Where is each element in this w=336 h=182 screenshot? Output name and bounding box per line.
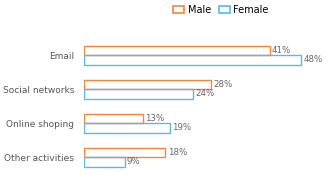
Text: 28%: 28% <box>213 80 232 89</box>
Text: 41%: 41% <box>272 46 291 55</box>
Bar <box>84 89 193 99</box>
Bar <box>84 46 270 55</box>
Text: 24%: 24% <box>195 89 214 98</box>
Text: 9%: 9% <box>127 157 140 166</box>
Legend: Male, Female: Male, Female <box>169 1 273 19</box>
Bar <box>84 123 170 133</box>
Text: 48%: 48% <box>304 55 323 64</box>
Bar <box>84 114 143 123</box>
Bar <box>84 148 165 157</box>
Bar <box>84 80 211 89</box>
Bar <box>84 55 301 65</box>
Bar <box>84 157 125 167</box>
Text: 18%: 18% <box>168 148 187 157</box>
Text: 19%: 19% <box>172 123 192 132</box>
Text: 13%: 13% <box>145 114 164 123</box>
